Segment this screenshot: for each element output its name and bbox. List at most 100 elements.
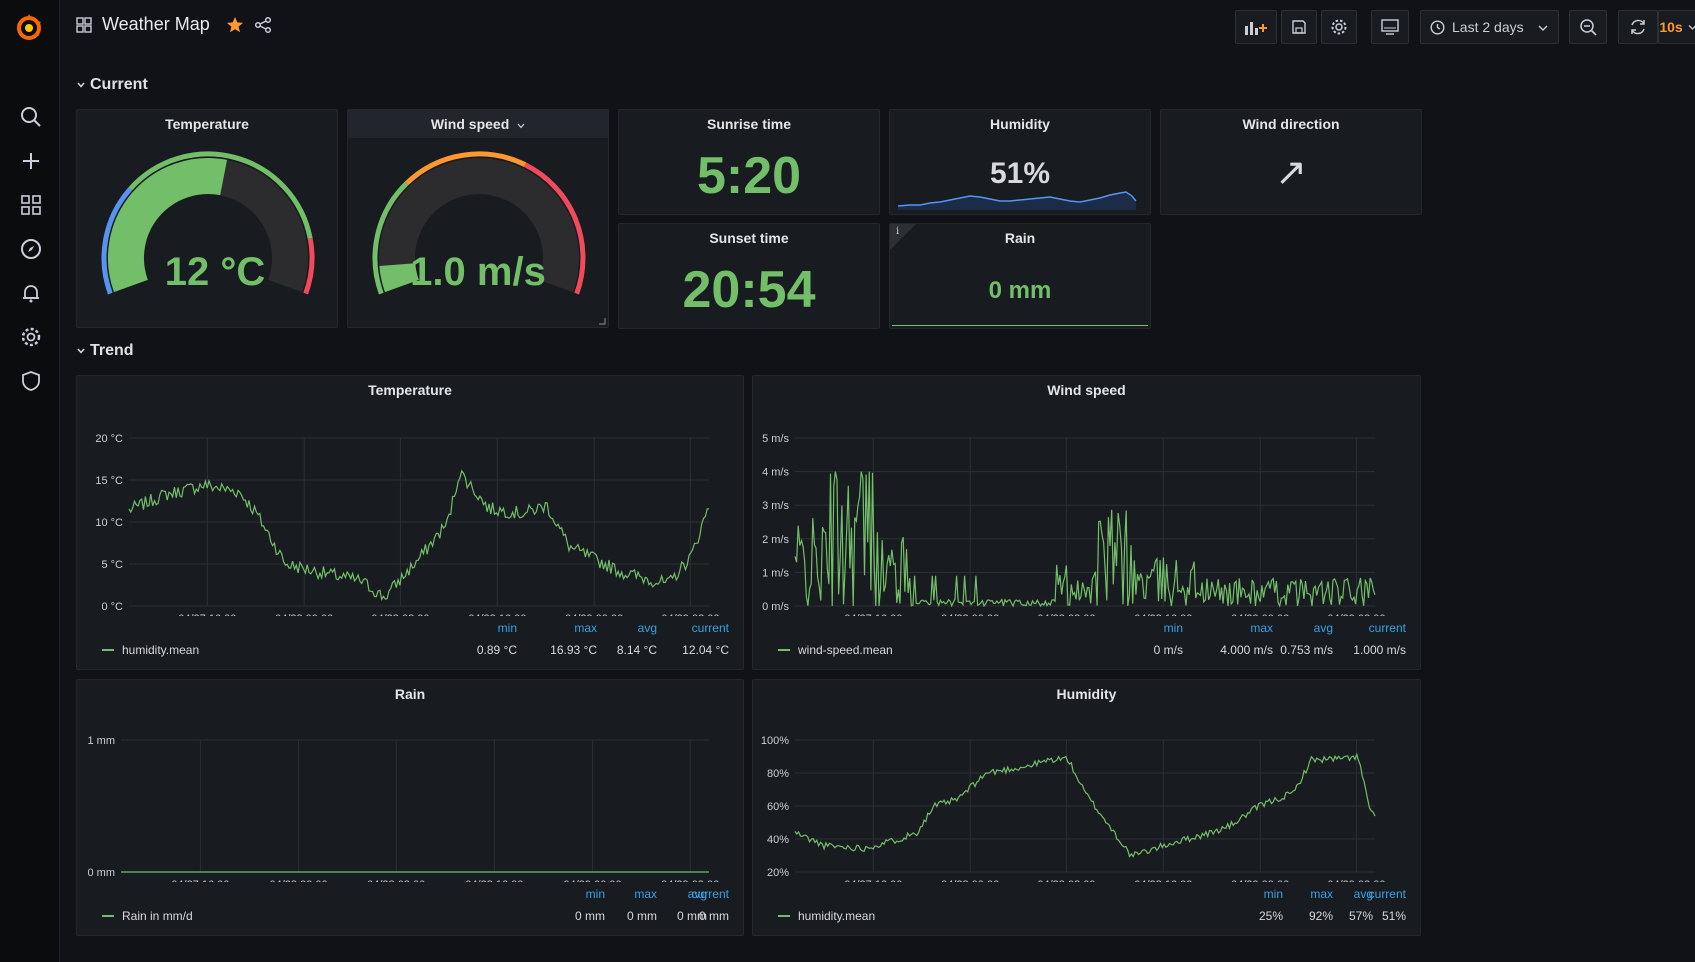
dashboard-title[interactable]: Weather Map: [102, 14, 210, 34]
refresh-button[interactable]: [1618, 10, 1658, 44]
rain-stat-panel[interactable]: i Rain 0 mm: [889, 223, 1151, 329]
legend-series[interactable]: Rain in mm/d: [102, 909, 193, 923]
humidity-stat-panel[interactable]: Humidity 51%: [889, 109, 1151, 215]
legend-header-max: max: [574, 621, 597, 635]
x-tick-label: 04/28 08:00: [1037, 613, 1095, 616]
x-tick-label: 04/27 16:00: [171, 879, 229, 882]
series-line: [128, 469, 710, 602]
x-tick-label: 04/29 00:00: [1231, 879, 1289, 882]
share-icon[interactable]: [254, 16, 272, 34]
x-tick-label: 04/28 08:00: [371, 613, 429, 616]
grafana-logo-icon[interactable]: [13, 12, 45, 44]
panel-title: Temperature: [165, 116, 249, 132]
legend-max: 92%: [1308, 909, 1333, 923]
add-panel-button[interactable]: [1235, 10, 1277, 44]
temperature-graph-panel[interactable]: Temperature 20 °C 15 °C 10 °C 5 °C 0 °C 04/27…: [76, 375, 744, 670]
gauge-threshold-red: [524, 162, 586, 295]
legend-avg: 57%: [1348, 909, 1373, 923]
info-icon[interactable]: i: [896, 226, 900, 237]
legend-series[interactable]: wind-speed.mean: [778, 643, 893, 657]
panel-title: Sunset time: [709, 230, 789, 246]
dashboard-title-wrap: Weather Map: [76, 14, 272, 35]
wind-direction-panel[interactable]: Wind direction ↗: [1160, 109, 1422, 215]
sparkline-line: [897, 191, 1137, 207]
legend-color-line: [102, 915, 114, 917]
legend-current: 1.000 m/s: [1353, 643, 1406, 657]
row-trend-title: Trend: [90, 342, 134, 359]
row-trend[interactable]: Trend: [76, 342, 134, 360]
legend-series-name: humidity.mean: [122, 643, 200, 657]
x-tick-label: 04/28 16:00: [465, 879, 523, 882]
rain-graph-panel[interactable]: Rain 1 mm 0 mm 04/27 16:00 04/28 00:00 04/28…: [76, 679, 744, 936]
gauge-threshold-blue: [101, 187, 133, 295]
y-tick-label: 80%: [767, 768, 789, 780]
x-tick-label: 04/29 00:00: [1231, 613, 1289, 616]
wind-speed-graph: 5 m/s 4 m/s 3 m/s 2 m/s 1 m/s 0 m/s 04/27 16:0…: [762, 433, 1385, 616]
y-tick-label: 100%: [761, 735, 789, 747]
search-icon[interactable]: [18, 104, 44, 130]
settings-gear-icon: [1331, 19, 1347, 35]
panel-title-wrap[interactable]: Wind speed: [348, 110, 608, 138]
legend-header-max: max: [634, 887, 657, 901]
panel-title: Rain: [1004, 230, 1036, 246]
x-tick-label: 04/28 16:00: [1134, 879, 1192, 882]
resize-handle-icon[interactable]: [598, 317, 606, 325]
wind-speed-gauge-panel[interactable]: Wind speed 1.0 m/s: [347, 109, 609, 328]
y-tick-label: 20%: [767, 867, 789, 879]
legend-series[interactable]: humidity.mean: [778, 909, 875, 923]
y-tick-label: 20 °C: [95, 433, 123, 445]
save-dashboard-button[interactable]: [1281, 10, 1317, 44]
dashboard-grid-icon: [76, 16, 92, 33]
legend-max: 4.000 m/s: [1220, 643, 1273, 657]
humidity-value: 51%: [989, 157, 1051, 190]
panel-title: Wind speed: [430, 116, 510, 132]
zoom-out-button[interactable]: [1569, 10, 1607, 44]
side-nav: [0, 0, 60, 962]
panel-title: Wind direction: [1242, 116, 1340, 132]
sunset-panel[interactable]: Sunset time 20:54: [618, 223, 880, 329]
x-tick-label: 04/29 08:00: [661, 879, 719, 882]
dashboard-settings-button[interactable]: [1321, 10, 1357, 44]
x-tick-label: 04/29 00:00: [564, 879, 622, 882]
rain-graph: 1 mm 0 mm 04/27 16:00 04/28 00:00 04/28 08:0…: [88, 735, 720, 882]
server-admin-shield-icon[interactable]: [18, 368, 44, 394]
dashboards-icon[interactable]: [18, 192, 44, 218]
panel-title: Temperature: [368, 382, 452, 398]
temperature-gauge: [101, 151, 315, 295]
legend-max: 0 mm: [627, 909, 657, 923]
legend-min: 0.89 °C: [476, 643, 517, 657]
chevron-down-icon: [1538, 25, 1548, 31]
x-tick-label: 04/28 00:00: [270, 879, 328, 882]
create-plus-icon[interactable]: [18, 148, 44, 174]
gauge-threshold-red: [303, 238, 315, 295]
panel-title: Humidity: [1056, 686, 1117, 702]
gauge-threshold-green: [372, 181, 409, 295]
refresh-interval-picker[interactable]: 10s: [1658, 10, 1695, 44]
legend-header-avg: avg: [1313, 621, 1333, 635]
rain-value: 0 mm: [988, 277, 1052, 304]
configuration-gear-icon[interactable]: [18, 324, 44, 350]
temperature-gauge-panel[interactable]: Temperature 12 °C: [76, 109, 338, 328]
time-range-picker[interactable]: Last 2 days: [1420, 10, 1559, 44]
legend-header-current: current: [691, 621, 729, 635]
legend-header-avg: avg: [687, 887, 707, 901]
wind-speed-graph-panel[interactable]: Wind speed 5 m/s 4 m/s 3 m/s 2 m/s 1 m/s 0 m/…: [752, 375, 1421, 670]
sunrise-panel[interactable]: Sunrise time 5:20: [618, 109, 880, 215]
panel-info-corner[interactable]: [890, 224, 916, 250]
legend-series-name: Rain in mm/d: [122, 909, 193, 923]
alerting-bell-icon[interactable]: [18, 280, 44, 306]
legend-header-min: min: [585, 887, 605, 901]
legend-series[interactable]: humidity.mean: [102, 643, 199, 657]
row-collapse-chevron-icon: [77, 348, 85, 354]
tv-mode-button[interactable]: [1371, 10, 1409, 44]
humidity-graph-panel[interactable]: Humidity 100% 80% 60% 40% 20% 04/27 16:00 04/2…: [752, 679, 1421, 936]
row-current[interactable]: Current: [76, 76, 148, 94]
explore-compass-icon[interactable]: [18, 236, 44, 262]
favorite-star-icon[interactable]: [226, 16, 244, 34]
y-tick-label: 5 m/s: [762, 433, 789, 445]
legend-min: 0 m/s: [1153, 643, 1183, 657]
top-bar: Weather Map Last 2 days 10s: [60, 0, 1695, 56]
legend-avg: 0.753 m/s: [1280, 643, 1333, 657]
wind-direction-arrow-icon: ↗: [1275, 152, 1307, 194]
legend-avg: 8.14 °C: [616, 643, 657, 657]
